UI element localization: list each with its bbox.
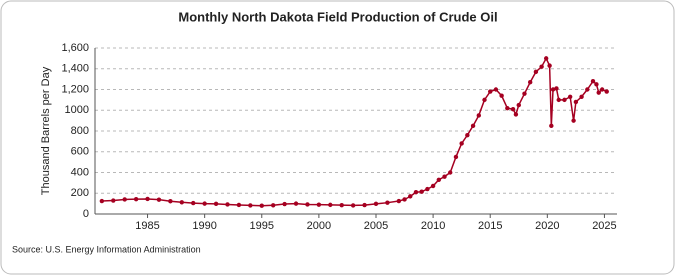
data-point — [522, 91, 527, 96]
data-point — [168, 199, 173, 204]
data-point — [362, 202, 367, 208]
y-tick-label: 1000 — [65, 104, 89, 116]
data-point — [590, 79, 596, 84]
data-point — [539, 64, 544, 69]
data-point — [145, 196, 150, 202]
data-point — [594, 82, 599, 87]
data-point — [402, 197, 407, 202]
data-point — [567, 94, 573, 99]
data-point — [430, 183, 436, 189]
series-line — [101, 56, 608, 207]
data-point — [476, 113, 481, 118]
x-tick-label: 2000 — [307, 220, 331, 232]
data-point — [408, 194, 413, 199]
data-point — [499, 93, 504, 98]
x-tick-label: 2005 — [364, 220, 388, 232]
source-note: Source: U.S. Energy Information Administ… — [12, 244, 201, 254]
data-point — [99, 198, 105, 204]
chart-title: Monthly North Dakota Field Production of… — [178, 9, 497, 24]
x-tick-label: 1990 — [192, 220, 216, 232]
x-tick-label: 2020 — [535, 220, 559, 232]
y-tick-label: 800 — [71, 125, 89, 137]
data-point — [413, 190, 419, 195]
data-point — [396, 198, 402, 204]
data-point — [554, 86, 559, 91]
data-point — [122, 197, 127, 202]
data-point — [436, 177, 442, 182]
data-point — [385, 200, 390, 205]
data-point — [547, 63, 552, 68]
data-point — [505, 105, 510, 111]
y-tick-label: 1,400 — [61, 63, 89, 75]
data-point — [305, 202, 310, 207]
data-point — [513, 112, 519, 117]
data-point — [585, 87, 590, 92]
data-point — [604, 89, 609, 94]
x-tick-label: 1985 — [135, 220, 159, 232]
data-point — [236, 202, 242, 208]
y-tick-label: 0 — [83, 208, 89, 220]
data-point — [179, 200, 185, 205]
data-point — [527, 80, 533, 85]
data-point — [453, 154, 459, 160]
data-point — [373, 201, 379, 207]
data-point — [550, 87, 556, 92]
data-point — [556, 97, 561, 103]
data-point — [270, 203, 276, 208]
data-point — [549, 123, 554, 129]
data-point — [213, 201, 219, 207]
data-point — [133, 196, 139, 202]
data-point — [259, 203, 264, 208]
x-tick-label: 1995 — [250, 220, 274, 232]
x-tick-label: 2025 — [592, 220, 616, 232]
data-point — [599, 87, 605, 92]
data-point — [533, 69, 539, 75]
data-point — [459, 141, 464, 146]
data-point — [111, 198, 116, 203]
data-point — [328, 202, 333, 208]
y-axis-label: Thousand Barrels per Day — [40, 66, 52, 195]
y-tick-label: 1,200 — [61, 83, 89, 95]
x-tick-label: 2010 — [421, 220, 445, 232]
data-point — [596, 90, 601, 95]
data-point — [316, 202, 322, 207]
data-point — [470, 123, 476, 129]
y-tick-label: 400 — [71, 166, 89, 178]
x-tick-label: 2015 — [478, 220, 502, 232]
data-point — [516, 102, 521, 108]
data-point — [510, 107, 516, 112]
data-point — [488, 89, 493, 94]
y-tick-label: 600 — [71, 146, 89, 158]
data-point — [248, 203, 253, 208]
data-point — [571, 118, 576, 123]
data-point — [350, 203, 356, 208]
data-point — [493, 87, 499, 92]
data-point — [579, 94, 584, 99]
data-point — [202, 201, 207, 206]
data-point — [339, 202, 344, 208]
data-point — [543, 56, 549, 61]
data-point — [465, 132, 470, 138]
data-point — [156, 197, 162, 202]
data-point — [562, 97, 567, 103]
data-point — [482, 97, 487, 103]
data-point — [225, 202, 230, 207]
data-point — [191, 200, 196, 206]
y-tick-label: 1,600 — [61, 42, 89, 54]
data-point — [573, 99, 579, 105]
data-point — [442, 174, 447, 179]
data-point — [282, 201, 287, 207]
data-point — [293, 201, 299, 206]
y-tick-label: 200 — [71, 187, 89, 199]
data-point — [425, 186, 430, 192]
data-point — [448, 170, 453, 175]
data-point — [419, 189, 424, 194]
